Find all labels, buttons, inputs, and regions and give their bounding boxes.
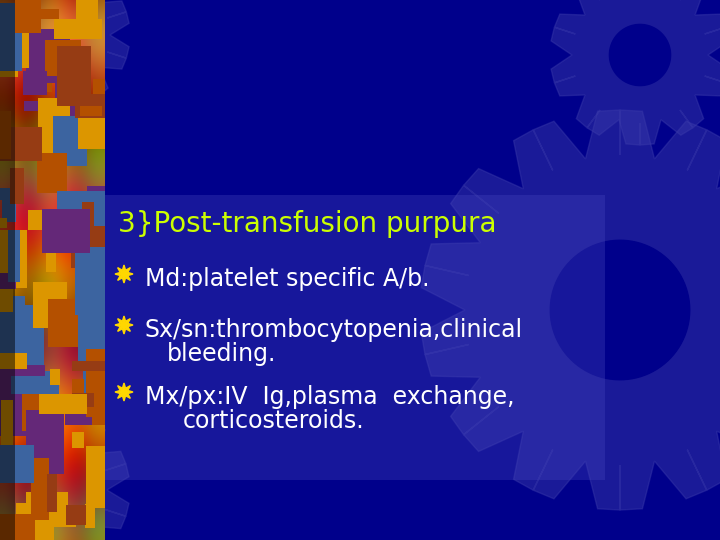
Bar [105,195,605,480]
Polygon shape [115,316,133,334]
Text: Mx/px:IV  Ig,plasma  exchange,: Mx/px:IV Ig,plasma exchange, [145,385,515,409]
Polygon shape [609,24,670,86]
Polygon shape [115,265,133,283]
Polygon shape [421,110,720,510]
Polygon shape [17,462,73,518]
Text: Md:platelet specific A/b.: Md:platelet specific A/b. [145,267,430,291]
Text: corticosteroids.: corticosteroids. [183,409,364,433]
Text: Sx/sn:thrombocytopenia,clinical: Sx/sn:thrombocytopenia,clinical [145,318,523,342]
Polygon shape [30,10,80,60]
Polygon shape [0,0,129,110]
Polygon shape [0,405,129,540]
Polygon shape [551,0,720,145]
Text: 3}Post-transfusion purpura: 3}Post-transfusion purpura [118,210,497,238]
Text: bleeding.: bleeding. [167,342,276,366]
Polygon shape [550,240,690,380]
Polygon shape [115,383,133,401]
